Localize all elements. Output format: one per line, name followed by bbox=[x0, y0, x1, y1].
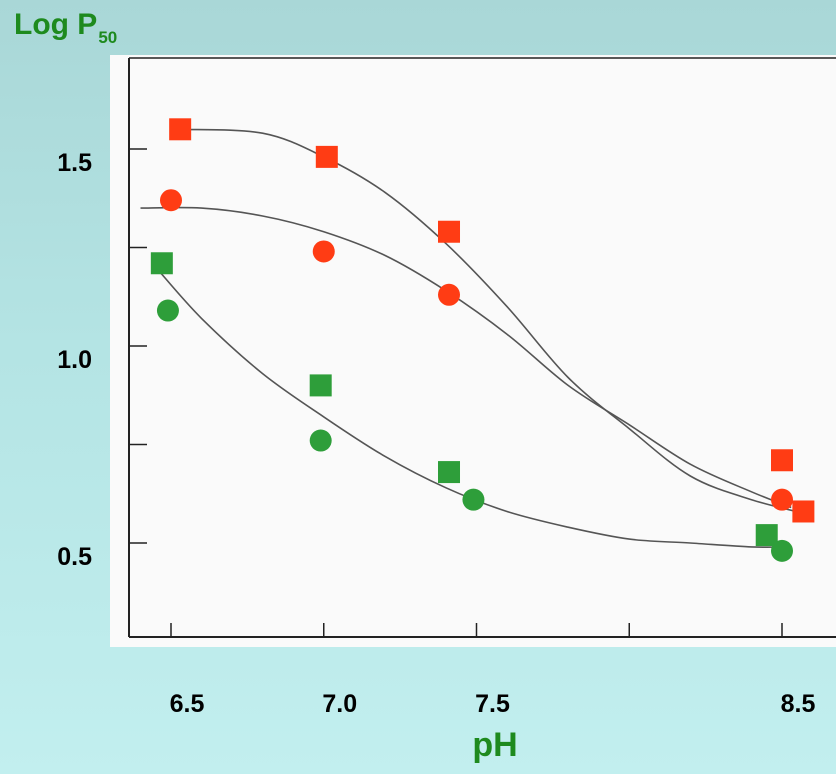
x-tick-label: 8.5 bbox=[781, 690, 816, 718]
data-point-circle bbox=[156, 299, 179, 322]
y-axis-label: Log P50 bbox=[14, 8, 117, 47]
data-points bbox=[150, 118, 815, 562]
data-point-circle bbox=[160, 189, 182, 212]
data-point-circle bbox=[771, 488, 793, 511]
x-axis-label: pH bbox=[472, 726, 518, 764]
data-point-square bbox=[315, 145, 338, 168]
y-axis-label-subscript: 50 bbox=[98, 28, 118, 47]
data-point-circle bbox=[462, 488, 485, 511]
data-point-square bbox=[792, 500, 815, 523]
fit-curve-1 bbox=[140, 206, 792, 509]
x-tick-label: 7.5 bbox=[475, 690, 510, 718]
data-point-square bbox=[438, 461, 461, 484]
data-point-circle bbox=[438, 283, 461, 306]
y-axis-label-main: Log P bbox=[14, 8, 98, 41]
plot-area bbox=[110, 55, 836, 647]
y-tick-label: 1.0 bbox=[57, 346, 92, 374]
data-point-square bbox=[771, 449, 793, 472]
fit-curve-3 bbox=[155, 266, 789, 549]
data-point-circle bbox=[312, 240, 335, 263]
tick-labels: 1.5 1.0 0.5 6.5 7.0 7.5 8.5 bbox=[57, 149, 815, 718]
plot-texture bbox=[110, 55, 836, 647]
data-point-square bbox=[309, 374, 332, 397]
data-point-square bbox=[150, 252, 173, 275]
y-tick-label: 1.5 bbox=[57, 149, 92, 177]
data-point-circle bbox=[771, 539, 793, 562]
fitted-curves bbox=[140, 128, 813, 549]
data-point-square bbox=[755, 524, 778, 547]
axes bbox=[128, 57, 836, 638]
fit-curve-0 bbox=[180, 128, 813, 517]
x-tick-label: 6.5 bbox=[170, 690, 205, 718]
y-tick-label: 0.5 bbox=[57, 543, 92, 571]
x-tick-label: 7.0 bbox=[322, 690, 357, 718]
data-point-square bbox=[169, 118, 192, 141]
data-point-square bbox=[438, 220, 461, 243]
data-point-circle bbox=[309, 429, 332, 452]
